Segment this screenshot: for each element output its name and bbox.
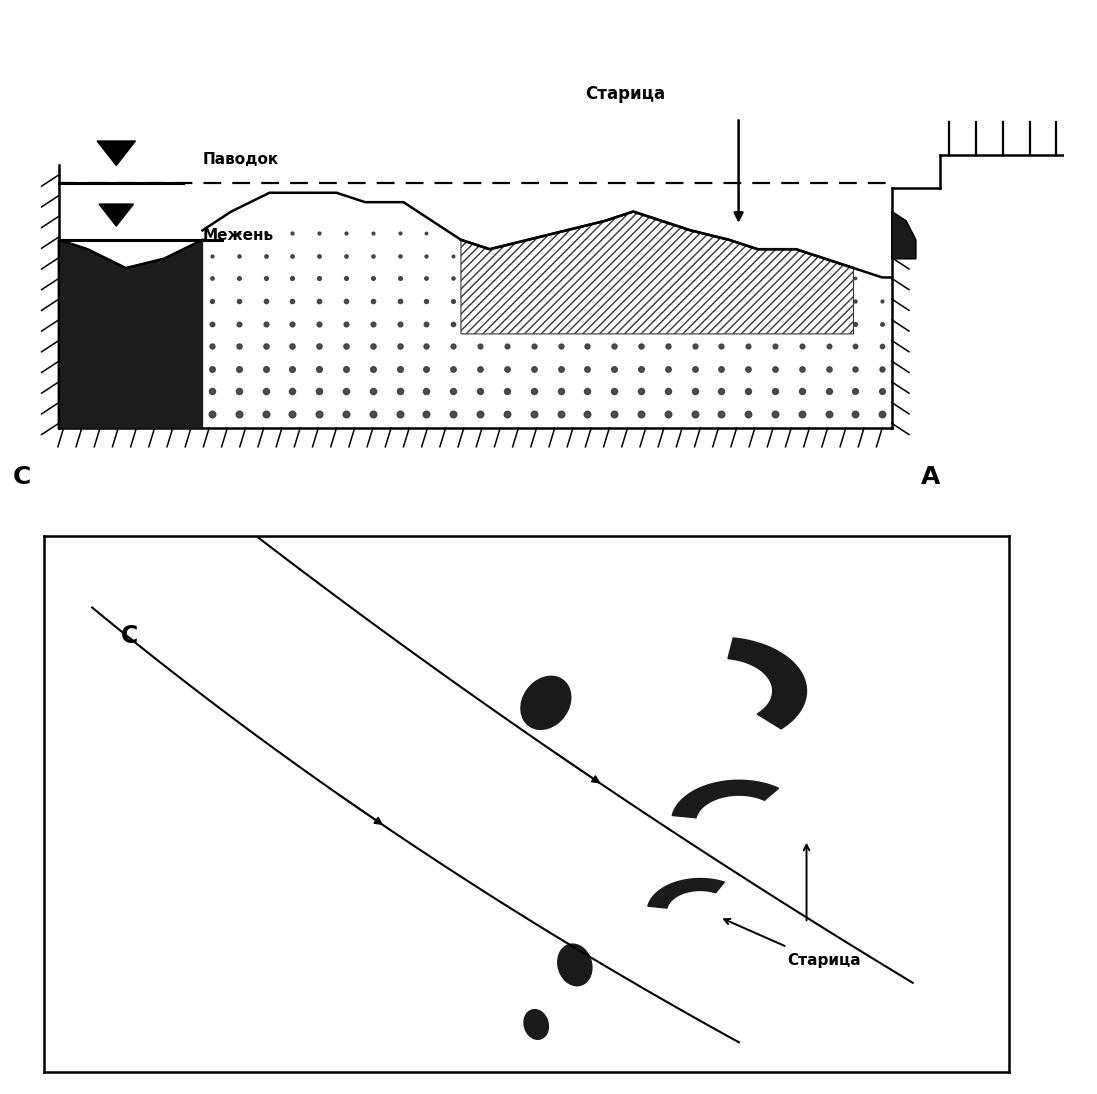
Polygon shape	[892, 211, 916, 258]
Text: Старица: Старица	[788, 953, 861, 968]
Polygon shape	[648, 878, 724, 908]
Text: Старица: Старица	[586, 84, 666, 103]
Ellipse shape	[524, 1010, 548, 1039]
Polygon shape	[728, 638, 806, 729]
Text: Межень: Межень	[203, 228, 273, 243]
Ellipse shape	[557, 944, 592, 986]
Text: Паводок: Паводок	[203, 152, 279, 167]
Text: A: A	[920, 465, 940, 489]
Ellipse shape	[521, 676, 570, 730]
Polygon shape	[99, 205, 134, 226]
Polygon shape	[98, 141, 135, 165]
Polygon shape	[461, 211, 853, 334]
Polygon shape	[59, 240, 203, 428]
Polygon shape	[672, 780, 779, 818]
Polygon shape	[59, 193, 892, 428]
Text: C: C	[121, 625, 138, 649]
Text: C: C	[13, 465, 31, 489]
